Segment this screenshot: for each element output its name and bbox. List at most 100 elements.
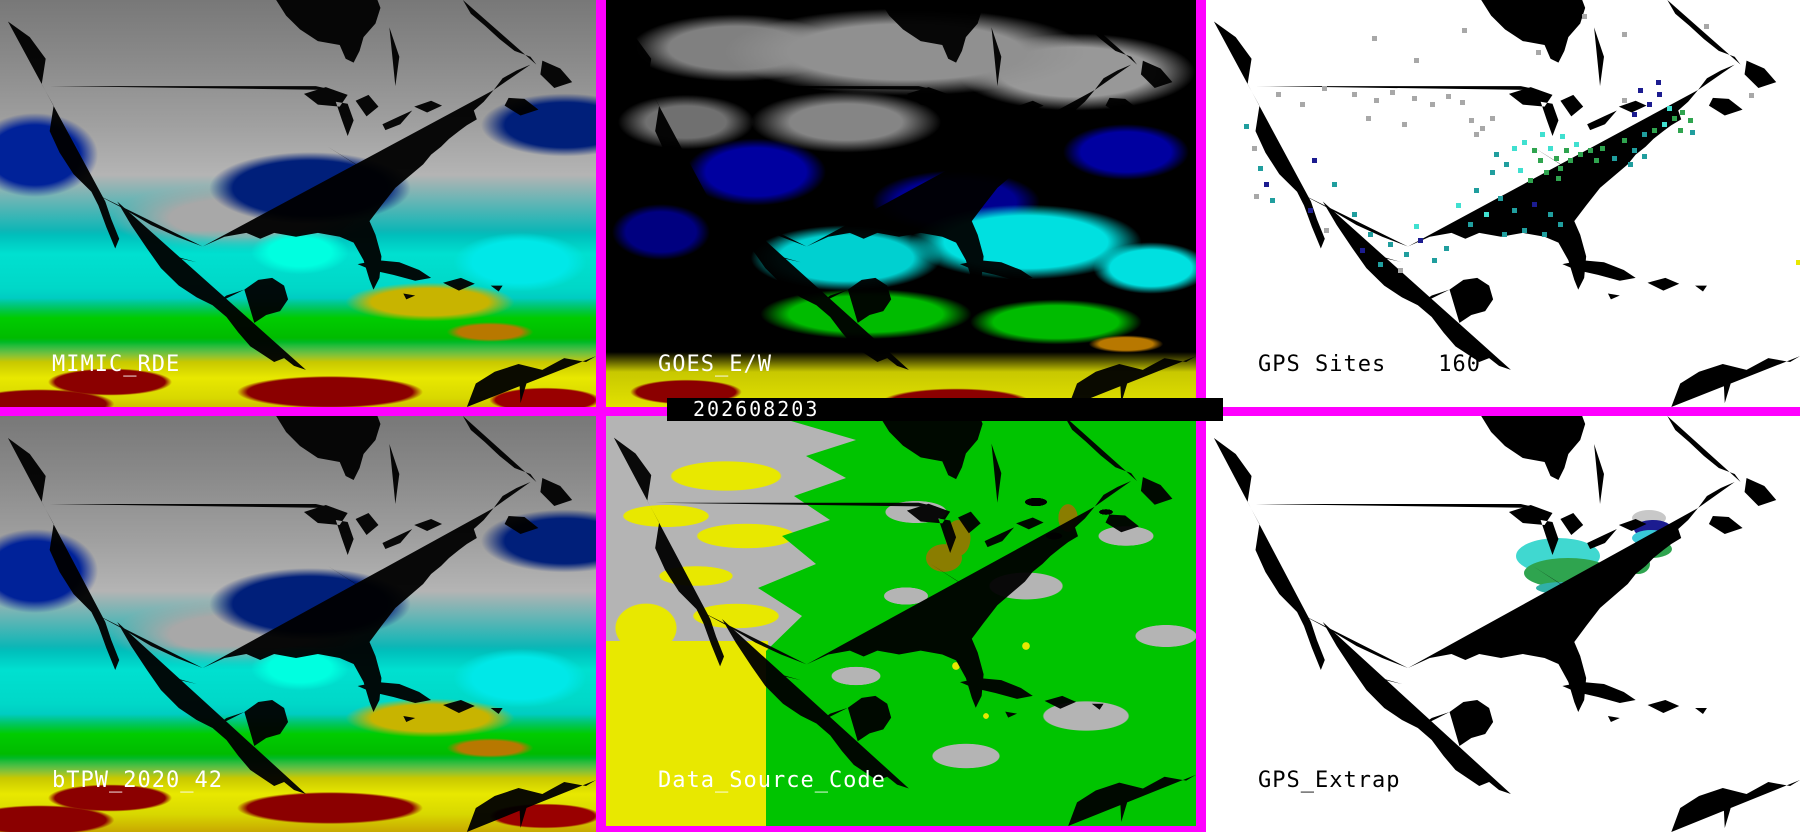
gps-site-dot	[1460, 100, 1465, 105]
gps-site-dot	[1446, 94, 1451, 99]
gps-site-dot	[1322, 86, 1327, 91]
gps-site-dot	[1532, 202, 1537, 207]
gps-site-dot	[1538, 158, 1543, 163]
gps-site-dot	[1512, 208, 1517, 213]
gps-site-dot	[1276, 92, 1281, 97]
gps-site-dot	[1390, 90, 1395, 95]
gps-site-dot	[1662, 122, 1667, 127]
gps-site-dot	[1352, 92, 1357, 97]
panel-label-gps-sites: GPS Sites 160	[1258, 352, 1481, 377]
gps-site-dot	[1564, 148, 1569, 153]
gps-site-dot	[1388, 242, 1393, 247]
gps-site-dot	[1494, 152, 1499, 157]
gps-site-dot	[1556, 176, 1561, 181]
gps-site-dot	[1548, 212, 1553, 217]
gps-site-dot	[1432, 258, 1437, 263]
panel-gps-extrap: GPS_Extrap	[1206, 416, 1800, 832]
gps-site-dot	[1324, 228, 1329, 233]
gps-site-dot	[1540, 132, 1545, 137]
north-america-map	[613, 0, 1196, 407]
gps-site-dot	[1312, 158, 1317, 163]
gps-site-dot	[1749, 93, 1754, 98]
gps-site-dot	[1414, 224, 1419, 229]
panel-mimic-rde: MIMIC_RDE	[0, 0, 596, 407]
gps-site-dot	[1512, 146, 1517, 151]
gps-site-dot	[1490, 116, 1495, 121]
gps-site-dot	[1688, 118, 1693, 123]
gps-site-dot	[1418, 238, 1423, 243]
gps-site-dot	[1560, 134, 1565, 139]
panel-label-mimic: MIMIC_RDE	[52, 352, 181, 377]
gps-site-dot	[1594, 158, 1599, 163]
gps-site-dot	[1502, 232, 1507, 237]
gps-site-dot	[1536, 50, 1541, 55]
gps-site-dot	[1672, 116, 1677, 121]
panel-goes-ew: GOES_E/W	[606, 0, 1196, 407]
gps-site-dot	[1244, 124, 1249, 129]
north-america-map	[7, 0, 596, 407]
gps-site-dot	[1704, 24, 1709, 29]
gps-site-dot	[1404, 252, 1409, 257]
gps-site-dot	[1558, 166, 1563, 171]
gps-site-dot	[1642, 154, 1647, 159]
gps-site-dot	[1469, 118, 1474, 123]
gps-site-dot	[1430, 102, 1435, 107]
gps-site-dot	[1462, 28, 1467, 33]
gps-site-dot	[1474, 132, 1479, 137]
gps-site-dot	[1554, 156, 1559, 161]
gps-site-dot	[1308, 208, 1313, 213]
gps-site-dot	[1622, 32, 1627, 37]
panel-label-btpw: bTPW_2020_42	[52, 768, 223, 793]
bottom-divider	[596, 826, 1206, 832]
north-america-map	[613, 416, 1196, 826]
gps-site-dot	[1632, 112, 1637, 117]
gps-site-dot	[1542, 232, 1547, 237]
gps-site-dot	[1628, 162, 1633, 167]
gps-site-dot	[1638, 88, 1643, 93]
panel-label-extrap: GPS_Extrap	[1258, 768, 1401, 793]
gps-site-dot	[1568, 158, 1573, 163]
gps-site-dot	[1612, 156, 1617, 161]
panel-data-source-code: Data_Source_Code	[606, 416, 1196, 826]
gps-site-dot	[1504, 162, 1509, 167]
gps-site-dot	[1532, 148, 1537, 153]
gps-site-dot	[1578, 152, 1583, 157]
gps-site-dot	[1372, 36, 1377, 41]
panel-label-goes: GOES_E/W	[658, 352, 772, 377]
gps-site-dot	[1360, 248, 1365, 253]
panel-btpw: bTPW_2020_42	[0, 416, 596, 832]
gps-site-dot	[1398, 268, 1403, 273]
gps-site-dot	[1368, 232, 1373, 237]
gps-site-dot	[1474, 188, 1479, 193]
gps-site-dot	[1490, 170, 1495, 175]
gps-site-dot	[1518, 168, 1523, 173]
gps-site-dot	[1652, 128, 1657, 133]
gps-site-dot	[1498, 196, 1503, 201]
gps-site-dot	[1582, 14, 1587, 19]
gps-site-dot	[1480, 126, 1485, 131]
vertical-divider-left	[596, 0, 606, 832]
gps-site-dot	[1690, 130, 1695, 135]
gps-site-dot	[1270, 198, 1275, 203]
gps-sites-count: 160	[1438, 352, 1481, 377]
gps-site-dot	[1657, 92, 1662, 97]
gps-site-dot	[1352, 212, 1357, 217]
gps-site-dot	[1456, 203, 1461, 208]
gps-site-dot	[1378, 262, 1383, 267]
gps-site-dot	[1366, 116, 1371, 121]
gps-site-dot	[1656, 80, 1661, 85]
timestamp-bar: 202608203	[667, 398, 1223, 421]
gps-site-dot	[1632, 148, 1637, 153]
gps-dots	[1206, 0, 1800, 407]
gps-site-dot	[1412, 96, 1417, 101]
gps-site-dot	[1642, 132, 1647, 137]
gps-site-dot	[1444, 246, 1449, 251]
gps-site-dot	[1544, 170, 1549, 175]
panel-label-source: Data_Source_Code	[658, 768, 886, 793]
gps-site-dot	[1796, 260, 1800, 265]
gps-site-dot	[1468, 222, 1473, 227]
gps-site-dot	[1588, 148, 1593, 153]
gps-site-dot	[1548, 146, 1553, 151]
gps-site-dot	[1622, 138, 1627, 143]
